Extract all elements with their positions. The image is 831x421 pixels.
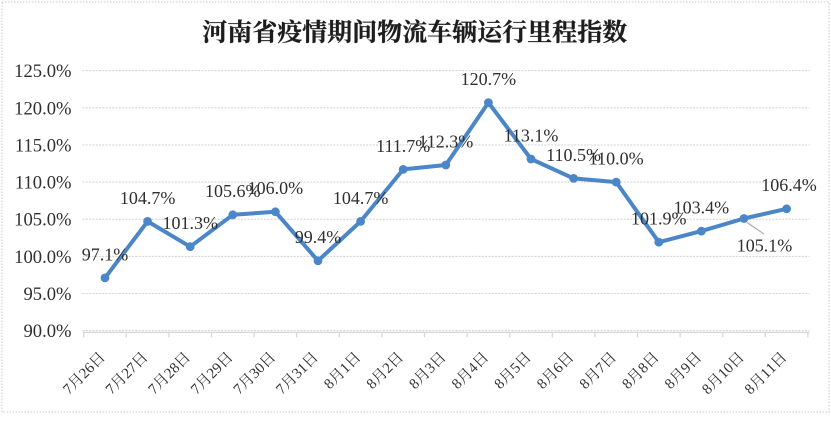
svg-text:110.0%: 110.0% bbox=[589, 149, 644, 169]
svg-text:110.5%: 110.5% bbox=[546, 145, 601, 165]
svg-text:101.9%: 101.9% bbox=[631, 209, 687, 229]
svg-text:103.4%: 103.4% bbox=[674, 198, 730, 218]
svg-text:104.7%: 104.7% bbox=[333, 188, 389, 208]
svg-text:104.7%: 104.7% bbox=[120, 188, 176, 208]
svg-text:115.0%: 115.0% bbox=[15, 135, 72, 156]
svg-text:90.0%: 90.0% bbox=[23, 321, 71, 342]
svg-text:95.0%: 95.0% bbox=[23, 284, 71, 305]
svg-text:110.0%: 110.0% bbox=[15, 173, 72, 194]
svg-text:120.7%: 120.7% bbox=[461, 69, 517, 89]
svg-text:105.0%: 105.0% bbox=[14, 210, 71, 231]
svg-text:113.1%: 113.1% bbox=[504, 125, 559, 145]
svg-text:106.4%: 106.4% bbox=[761, 175, 817, 195]
svg-text:100.0%: 100.0% bbox=[14, 247, 71, 268]
svg-text:120.0%: 120.0% bbox=[14, 98, 71, 119]
svg-text:125.0%: 125.0% bbox=[14, 61, 71, 82]
svg-text:101.3%: 101.3% bbox=[162, 213, 218, 233]
svg-text:112.3%: 112.3% bbox=[418, 131, 473, 151]
svg-text:99.4%: 99.4% bbox=[295, 227, 342, 247]
svg-text:105.1%: 105.1% bbox=[737, 236, 793, 256]
svg-text:105.6%: 105.6% bbox=[205, 181, 261, 201]
svg-text:97.1%: 97.1% bbox=[82, 244, 129, 264]
svg-text:111.7%: 111.7% bbox=[376, 136, 430, 156]
svg-text:106.0%: 106.0% bbox=[248, 178, 304, 198]
